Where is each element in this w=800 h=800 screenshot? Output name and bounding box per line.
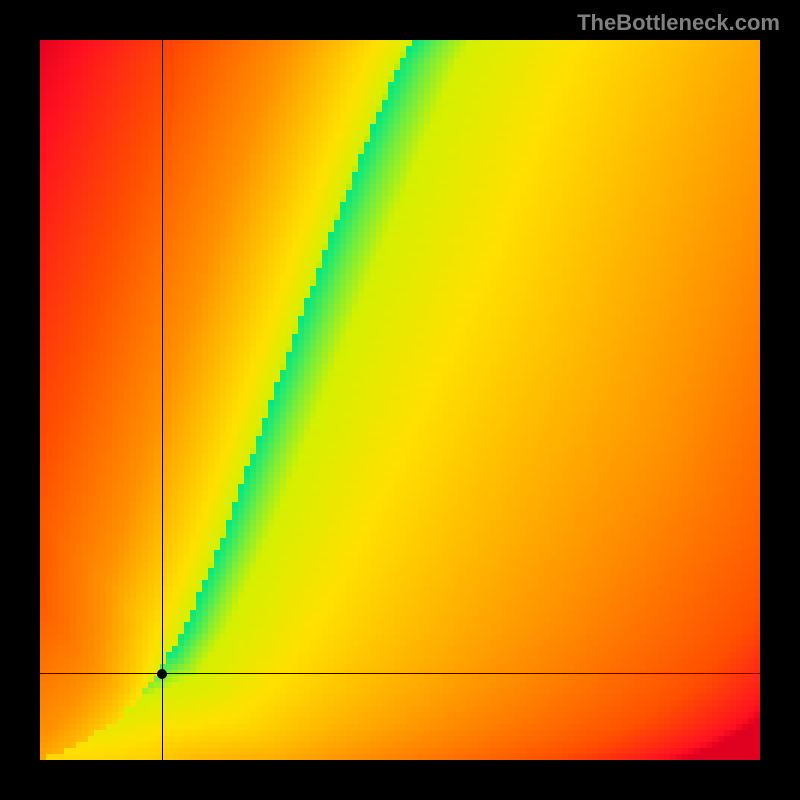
- crosshair-dot: [157, 669, 167, 679]
- crosshair-horizontal: [40, 673, 760, 674]
- crosshair-vertical: [162, 40, 163, 760]
- bottleneck-heatmap: [40, 40, 760, 760]
- watermark-text: TheBottleneck.com: [577, 10, 780, 36]
- heatmap-canvas: [40, 40, 760, 760]
